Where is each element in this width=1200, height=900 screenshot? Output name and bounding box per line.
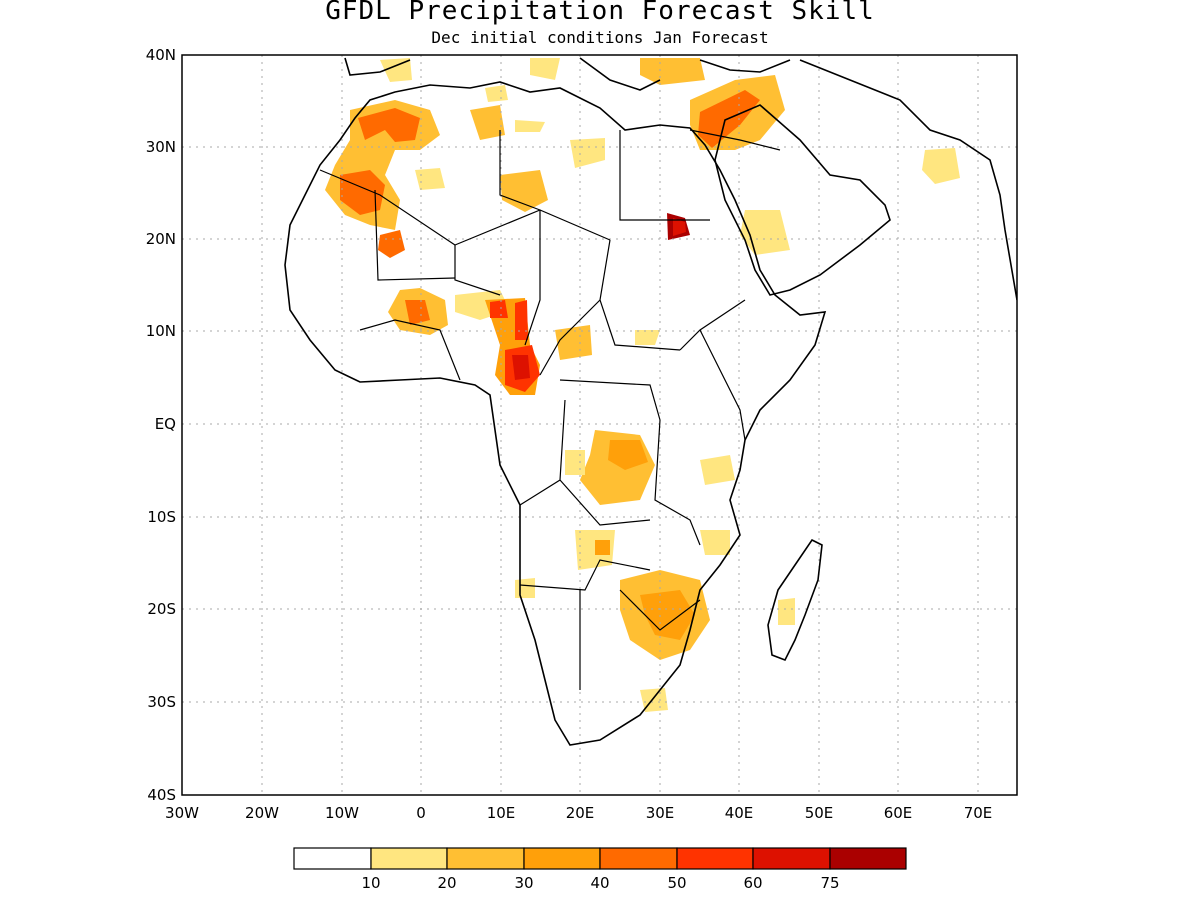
country-borders bbox=[319, 129, 781, 690]
lat-label-20s: 20S bbox=[147, 600, 176, 618]
lat-label-30n: 30N bbox=[146, 138, 176, 156]
longitude-labels: 30W 20W 10W 0 10E 20E 30E 40E 50E 60E 70… bbox=[165, 804, 992, 822]
legend-box-4 bbox=[599, 847, 678, 870]
lat-label-40s: 40S bbox=[147, 786, 176, 804]
lon-label-10e: 10E bbox=[487, 804, 516, 822]
lon-label-20w: 20W bbox=[245, 804, 279, 822]
chart-subtitle: Dec initial conditions Jan Forecast bbox=[431, 28, 769, 47]
lon-label-20e: 20E bbox=[566, 804, 595, 822]
lat-label-10s: 10S bbox=[147, 508, 176, 526]
legend-box-7 bbox=[829, 847, 907, 870]
legend-box-3 bbox=[523, 847, 601, 870]
map-frame bbox=[181, 54, 1018, 796]
color-legend: 10 20 30 40 50 60 75 bbox=[293, 847, 907, 892]
legend-box-6 bbox=[752, 847, 831, 870]
legend-label-60: 60 bbox=[743, 874, 762, 892]
lat-label-eq: EQ bbox=[155, 415, 176, 433]
lat-label-20n: 20N bbox=[146, 230, 176, 248]
lon-label-40e: 40E bbox=[725, 804, 754, 822]
legend-label-40: 40 bbox=[590, 874, 609, 892]
legend-label-75: 75 bbox=[820, 874, 839, 892]
legend-box-2 bbox=[446, 847, 525, 870]
legend-label-20: 20 bbox=[437, 874, 456, 892]
chart-title: GFDL Precipitation Forecast Skill bbox=[325, 0, 875, 26]
skill-shading bbox=[325, 58, 960, 712]
lon-label-10w: 10W bbox=[325, 804, 359, 822]
lat-label-40n: 40N bbox=[146, 46, 176, 64]
legend-box-1 bbox=[370, 847, 448, 870]
lon-label-60e: 60E bbox=[884, 804, 913, 822]
lat-label-30s: 30S bbox=[147, 693, 176, 711]
lat-label-10n: 10N bbox=[146, 322, 176, 340]
lon-label-0: 0 bbox=[416, 804, 426, 822]
lon-label-70e: 70E bbox=[964, 804, 993, 822]
legend-box-5 bbox=[676, 847, 754, 870]
lon-label-30w: 30W bbox=[165, 804, 199, 822]
lon-label-50e: 50E bbox=[805, 804, 834, 822]
legend-label-10: 10 bbox=[361, 874, 380, 892]
gridlines bbox=[182, 55, 1017, 795]
legend-label-30: 30 bbox=[514, 874, 533, 892]
latitude-labels: 40N 30N 20N 10N EQ 10S 20S 30S 40S bbox=[146, 46, 176, 804]
legend-box-0 bbox=[293, 847, 372, 870]
coastlines bbox=[284, 57, 1017, 746]
lon-label-30e: 30E bbox=[646, 804, 675, 822]
legend-label-50: 50 bbox=[667, 874, 686, 892]
